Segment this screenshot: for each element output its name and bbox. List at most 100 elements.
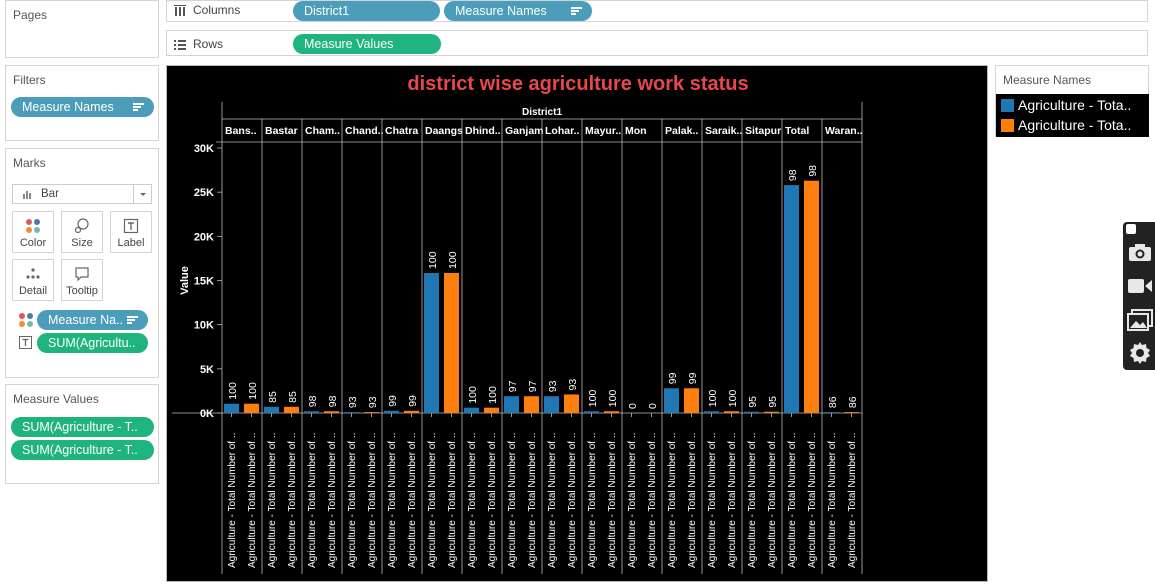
mark-type-dropdown[interactable]: Bar — [12, 184, 152, 204]
label-button[interactable]: Label — [110, 211, 152, 253]
bar — [444, 272, 459, 413]
bar-value-label: 99 — [387, 395, 399, 407]
bar — [804, 180, 819, 413]
bar — [744, 411, 759, 413]
bar-value-label: 100 — [427, 251, 439, 269]
sort-icon — [127, 316, 138, 325]
columns-pill-measure-names[interactable]: Measure Names — [444, 1, 592, 21]
columns-pill-district[interactable]: District1 — [293, 1, 440, 21]
bar-value-label: 98 — [787, 169, 799, 181]
gallery-icon[interactable] — [1127, 309, 1153, 336]
legend-item-label: Agriculture - Tota.. — [1018, 97, 1132, 113]
bar-value-label: 100 — [447, 251, 459, 269]
legend-item[interactable]: Agriculture - Tota.. — [996, 116, 1149, 136]
y-tick-label: 5K — [200, 364, 214, 376]
bar-value-label: 93 — [567, 379, 579, 391]
district-label: Ganjam — [505, 125, 544, 137]
columns-shelf[interactable]: Columns District1 Measure Names — [166, 0, 1148, 22]
detail-icon — [13, 265, 53, 283]
rows-icon — [174, 38, 186, 56]
bar — [264, 406, 279, 413]
bar-value-label: 85 — [287, 391, 299, 403]
bar-value-label: 93 — [347, 396, 359, 408]
x-tick-label: Agriculture - Total Number of .. — [587, 433, 598, 568]
y-tick-label: 30K — [194, 143, 214, 155]
measure-values-pill-2[interactable]: SUM(Agriculture - T.. — [11, 440, 154, 460]
x-tick-label: Agriculture - Total Number of .. — [507, 433, 518, 568]
columns-label: Columns — [193, 3, 241, 17]
x-tick-label: Agriculture - Total Number of .. — [407, 433, 418, 568]
x-tick-label: Agriculture - Total Number of .. — [647, 433, 658, 568]
bar — [684, 388, 699, 413]
filter-pill-measure-names[interactable]: Measure Names — [11, 97, 154, 117]
bar-value-label: 100 — [227, 382, 239, 400]
bar — [484, 407, 499, 413]
detail-button[interactable]: Detail — [12, 259, 54, 301]
mark-type-label: Bar — [41, 188, 59, 200]
x-tick-label: Agriculture - Total Number of .. — [287, 433, 298, 568]
text-mark-icon — [19, 336, 32, 354]
x-tick-label: Agriculture - Total Number of .. — [367, 433, 378, 568]
district-label: Palak.. — [665, 125, 698, 137]
x-tick-label: Agriculture - Total Number of .. — [667, 433, 678, 568]
bar-value-label: 99 — [407, 395, 419, 407]
district-label: Lohar.. — [545, 125, 580, 137]
bar — [364, 412, 379, 413]
y-tick-label: 20K — [194, 231, 214, 243]
detail-button-label: Detail — [18, 285, 48, 297]
measure-values-title: Measure Values — [13, 392, 99, 406]
pages-card[interactable]: Pages — [5, 0, 159, 58]
bar-value-label: 100 — [727, 390, 739, 408]
chart-title: district wise agriculture work status — [407, 73, 748, 95]
y-tick-label: 25K — [194, 187, 214, 199]
legend-item[interactable]: Agriculture - Tota.. — [996, 96, 1149, 116]
legend-card: Measure Names Agriculture - Tota.. Agric… — [995, 65, 1149, 137]
district-label: Waran.. — [825, 125, 863, 137]
bar — [784, 185, 799, 413]
x-tick-label: Agriculture - Total Number of .. — [467, 433, 478, 568]
x-tick-label: Agriculture - Total Number of .. — [327, 433, 338, 568]
bar-value-label: 0 — [627, 403, 639, 409]
gear-icon[interactable] — [1128, 341, 1152, 370]
bar — [464, 407, 479, 413]
sort-icon — [133, 103, 144, 112]
chart-area[interactable]: district wise agriculture work status Dis… — [166, 65, 988, 582]
x-tick-label: Agriculture - Total Number of .. — [227, 433, 238, 568]
color-button[interactable]: Color — [12, 211, 54, 253]
sort-icon — [571, 7, 582, 16]
bar — [824, 412, 839, 413]
x-tick-label: Agriculture - Total Number of .. — [727, 433, 738, 568]
size-button[interactable]: Size — [61, 211, 103, 253]
x-tick-label: Agriculture - Total Number of .. — [767, 433, 778, 568]
bar-chart-icon — [23, 190, 33, 202]
measure-values-pill-1[interactable]: SUM(Agriculture - T.. — [11, 417, 154, 437]
marks-pill-measure-names[interactable]: Measure Na.. — [37, 310, 148, 330]
bar — [244, 403, 259, 413]
pages-title: Pages — [13, 8, 48, 22]
bar-chart[interactable]: district wise agriculture work status Dis… — [167, 66, 988, 582]
legend-swatch — [1001, 119, 1014, 132]
bar-value-label: 95 — [767, 396, 779, 408]
bar — [424, 272, 439, 413]
rows-pill-measure-values[interactable]: Measure Values — [293, 34, 441, 54]
camera-icon[interactable] — [1128, 242, 1152, 267]
bar — [524, 396, 539, 413]
district-label: Bans.. — [225, 125, 257, 137]
bar — [604, 411, 619, 413]
video-camera-icon[interactable] — [1127, 277, 1153, 300]
bar-value-label: 98 — [307, 395, 319, 407]
rows-shelf[interactable]: Rows Measure Values — [166, 30, 1148, 56]
bar-value-label: 100 — [467, 386, 479, 404]
marks-pill-sum-agriculture[interactable]: SUM(Agricultu.. — [37, 333, 148, 353]
bar-value-label: 100 — [707, 390, 719, 408]
bar-value-label: 99 — [667, 372, 679, 384]
x-tick-label: Agriculture - Total Number of .. — [427, 433, 438, 568]
bar — [284, 406, 299, 413]
district-label: Mayur.. — [585, 125, 621, 137]
tooltip-button[interactable]: Tooltip — [61, 259, 103, 301]
tooltip-icon — [62, 265, 102, 283]
bar-value-label: 86 — [827, 396, 839, 408]
pin-icon[interactable] — [1126, 224, 1136, 234]
district-label: Dhind.. — [465, 125, 501, 137]
x-tick-label: Agriculture - Total Number of .. — [807, 433, 818, 568]
